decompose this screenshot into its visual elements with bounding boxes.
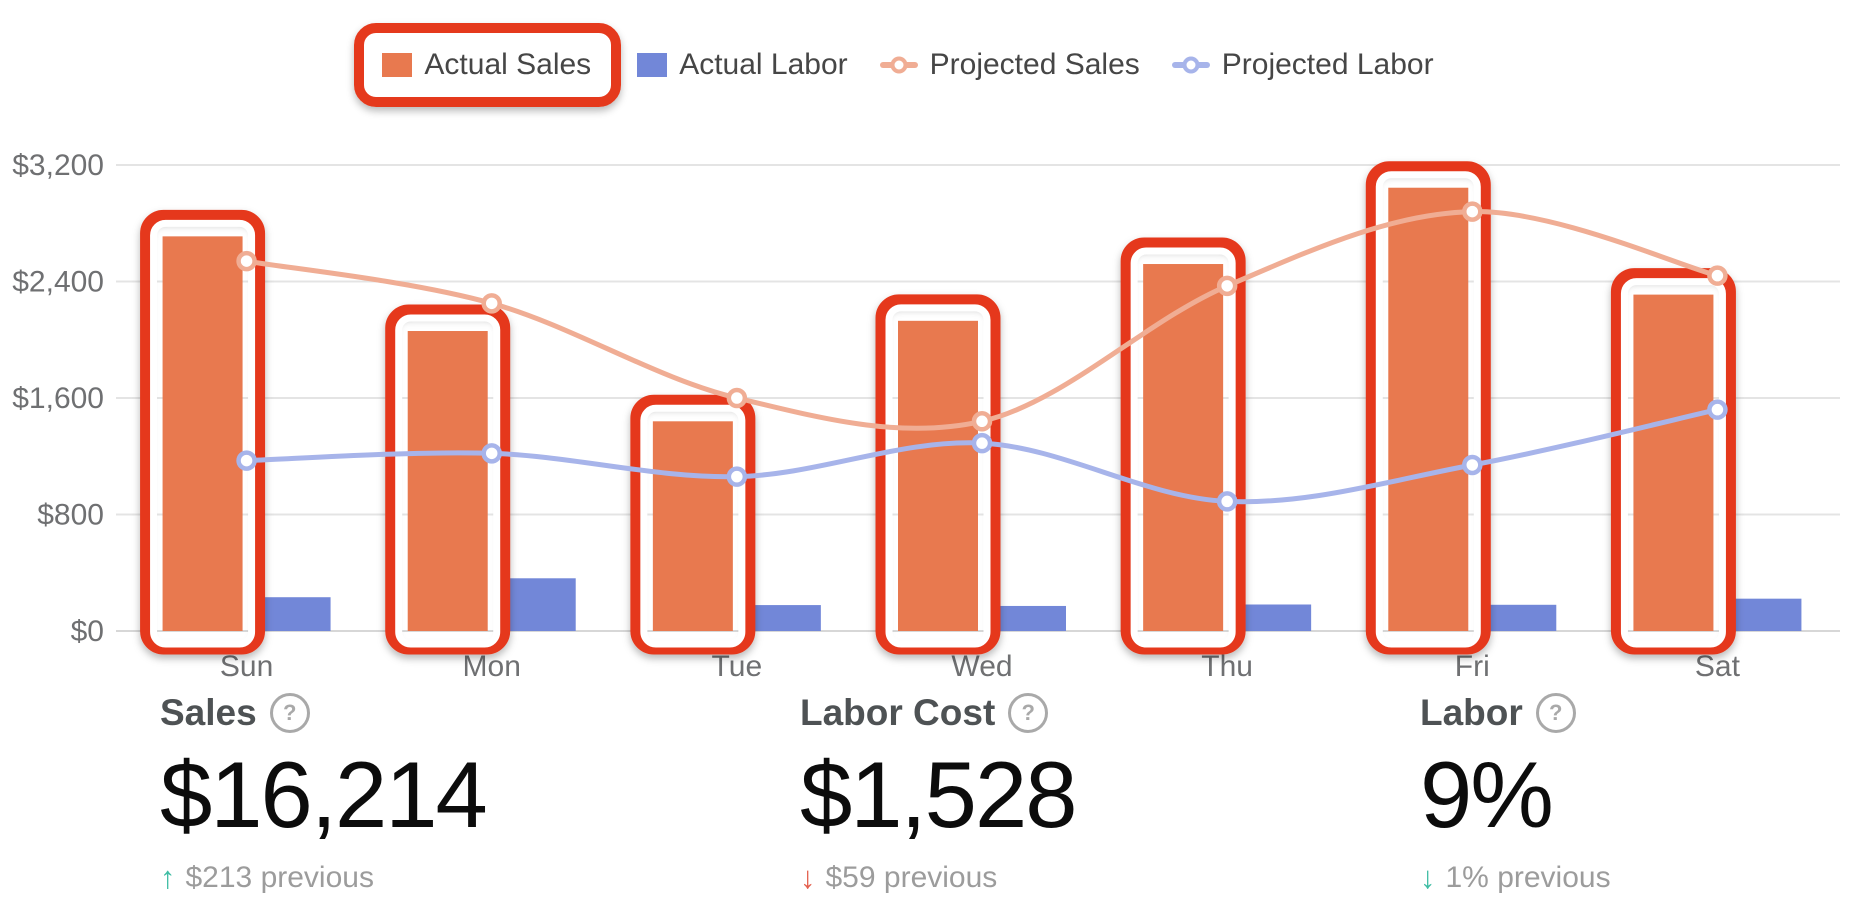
stat-labor-value: 9% [1420, 742, 1554, 847]
highlight-box-wed [875, 294, 1001, 655]
bar-actual-labor-mon[interactable] [503, 578, 576, 631]
down-arrow-icon: ↓ [800, 859, 816, 895]
highlight-box-inner-ring [1375, 171, 1481, 648]
point-projected-labor-mon[interactable] [481, 443, 502, 464]
bar-actual-sales-sat[interactable] [1633, 294, 1714, 631]
point-projected-labor-thu[interactable] [1216, 491, 1238, 512]
stat-sales: Sales ? $16,214 ↑ $213 previous [160, 692, 488, 896]
legend-label: Actual Labor [679, 48, 848, 81]
point-projected-sales-fri[interactable] [1462, 201, 1483, 222]
labor-cost-help-icon[interactable]: ? [1008, 693, 1049, 733]
legend-item-projected-labor[interactable]: Projected Labor [1171, 48, 1434, 82]
stat-labor-cost-title: Labor Cost [800, 692, 996, 733]
y-tick-label: $0 [71, 615, 104, 648]
point-projected-labor-sun[interactable] [236, 450, 257, 471]
chart-legend: Actual Sales Actual Labor Projected Sale… [0, 0, 1866, 130]
highlight-box-fri [1365, 161, 1491, 655]
highlight-box-inner-ring [150, 219, 256, 648]
x-tick-label-sun: Sun [220, 650, 273, 683]
bar-actual-sales-thu[interactable] [1143, 264, 1224, 631]
y-tick-label: $2,400 [12, 266, 104, 299]
actual-labor-swatch-icon [637, 53, 668, 77]
bar-actual-sales-sun[interactable] [162, 236, 243, 631]
stat-labor-cost: Labor Cost ? $1,528 ↓ $59 previous [800, 692, 1078, 896]
point-projected-labor-wed[interactable] [971, 432, 993, 454]
point-projected-sales-thu[interactable] [1216, 275, 1238, 297]
highlight-box-inner-ring [1130, 247, 1236, 648]
y-tick-label: $1,600 [12, 382, 104, 415]
highlight-box-tue [630, 394, 756, 655]
x-tick-label-tue: Tue [712, 650, 763, 683]
point-projected-labor-fri[interactable] [1462, 454, 1483, 476]
highlight-box-inner-ring [640, 404, 746, 648]
projected-labor-line-dot-icon [1171, 62, 1210, 68]
x-tick-label-fri: Fri [1455, 650, 1490, 683]
bar-actual-labor-fri[interactable] [1484, 604, 1557, 631]
sales-labor-chart[interactable]: $0 $800 $1,600 $2,400 $3,200 Sun Mon Tue Wed Thu F… [0, 0, 1866, 690]
bar-actual-sales-fri[interactable] [1388, 187, 1469, 631]
legend-item-actual-sales[interactable]: Actual Sales [382, 48, 591, 82]
legend-label: Projected Labor [1221, 48, 1434, 81]
highlight-box-inner-ring [1620, 278, 1726, 648]
highlight-box-legend-actual-sales: Actual Sales [354, 23, 622, 107]
y-tick-label: $3,200 [12, 149, 104, 182]
actual-sales-swatch-icon [382, 53, 413, 77]
highlight-box-thu [1120, 237, 1246, 655]
bar-actual-sales-mon[interactable] [407, 331, 488, 631]
stat-labor: Labor ? 9% ↓ 1% previous [1420, 692, 1611, 896]
labor-help-icon[interactable]: ? [1535, 693, 1576, 733]
bar-actual-labor-thu[interactable] [1239, 604, 1312, 631]
x-tick-label-sat: Sat [1695, 650, 1741, 683]
highlight-box-inner-ring [395, 314, 501, 648]
point-projected-labor-tue[interactable] [726, 466, 748, 487]
point-projected-sales-sat[interactable] [1707, 265, 1728, 286]
x-tick-label-wed: Wed [951, 650, 1012, 683]
stat-sales-title: Sales [160, 692, 257, 733]
highlight-box-mon [385, 304, 511, 655]
y-tick-label: $800 [37, 499, 104, 532]
up-arrow-icon: ↑ [160, 859, 176, 895]
projected-sales-line-dot-icon [879, 62, 918, 68]
bar-actual-sales-tue[interactable] [652, 421, 733, 631]
bar-actual-labor-wed[interactable] [994, 605, 1066, 631]
x-tick-label-thu: Thu [1201, 650, 1253, 683]
bar-actual-labor-tue[interactable] [748, 605, 821, 631]
point-projected-sales-tue[interactable] [726, 387, 748, 409]
down-arrow-icon: ↓ [1420, 859, 1436, 895]
stat-labor-cost-value: $1,528 [800, 742, 1078, 847]
stat-labor-title: Labor [1420, 692, 1523, 733]
point-projected-sales-wed[interactable] [971, 411, 993, 432]
bar-actual-labor-sun[interactable] [258, 597, 331, 631]
legend-label: Actual Sales [424, 48, 592, 81]
legend-label: Projected Sales [929, 48, 1140, 81]
highlight-box-inner-ring [885, 304, 991, 648]
point-projected-sales-mon[interactable] [481, 293, 502, 314]
point-projected-labor-sat[interactable] [1707, 399, 1728, 420]
stat-sales-delta: $213 previous [185, 860, 374, 894]
bar-actual-sales-wed[interactable] [898, 320, 978, 631]
highlight-box-sat [1610, 268, 1736, 655]
stat-labor-delta: 1% previous [1445, 860, 1611, 894]
point-projected-sales-sun[interactable] [236, 250, 257, 272]
sales-help-icon[interactable]: ? [269, 693, 310, 733]
stat-labor-cost-delta: $59 previous [825, 860, 998, 894]
stat-sales-value: $16,214 [160, 742, 488, 847]
bar-actual-labor-sat[interactable] [1729, 598, 1802, 631]
legend-item-projected-sales[interactable]: Projected Sales [879, 48, 1140, 82]
legend-item-actual-labor[interactable]: Actual Labor [637, 48, 848, 82]
highlight-box-sun [140, 209, 266, 655]
x-tick-label-mon: Mon [463, 650, 521, 683]
